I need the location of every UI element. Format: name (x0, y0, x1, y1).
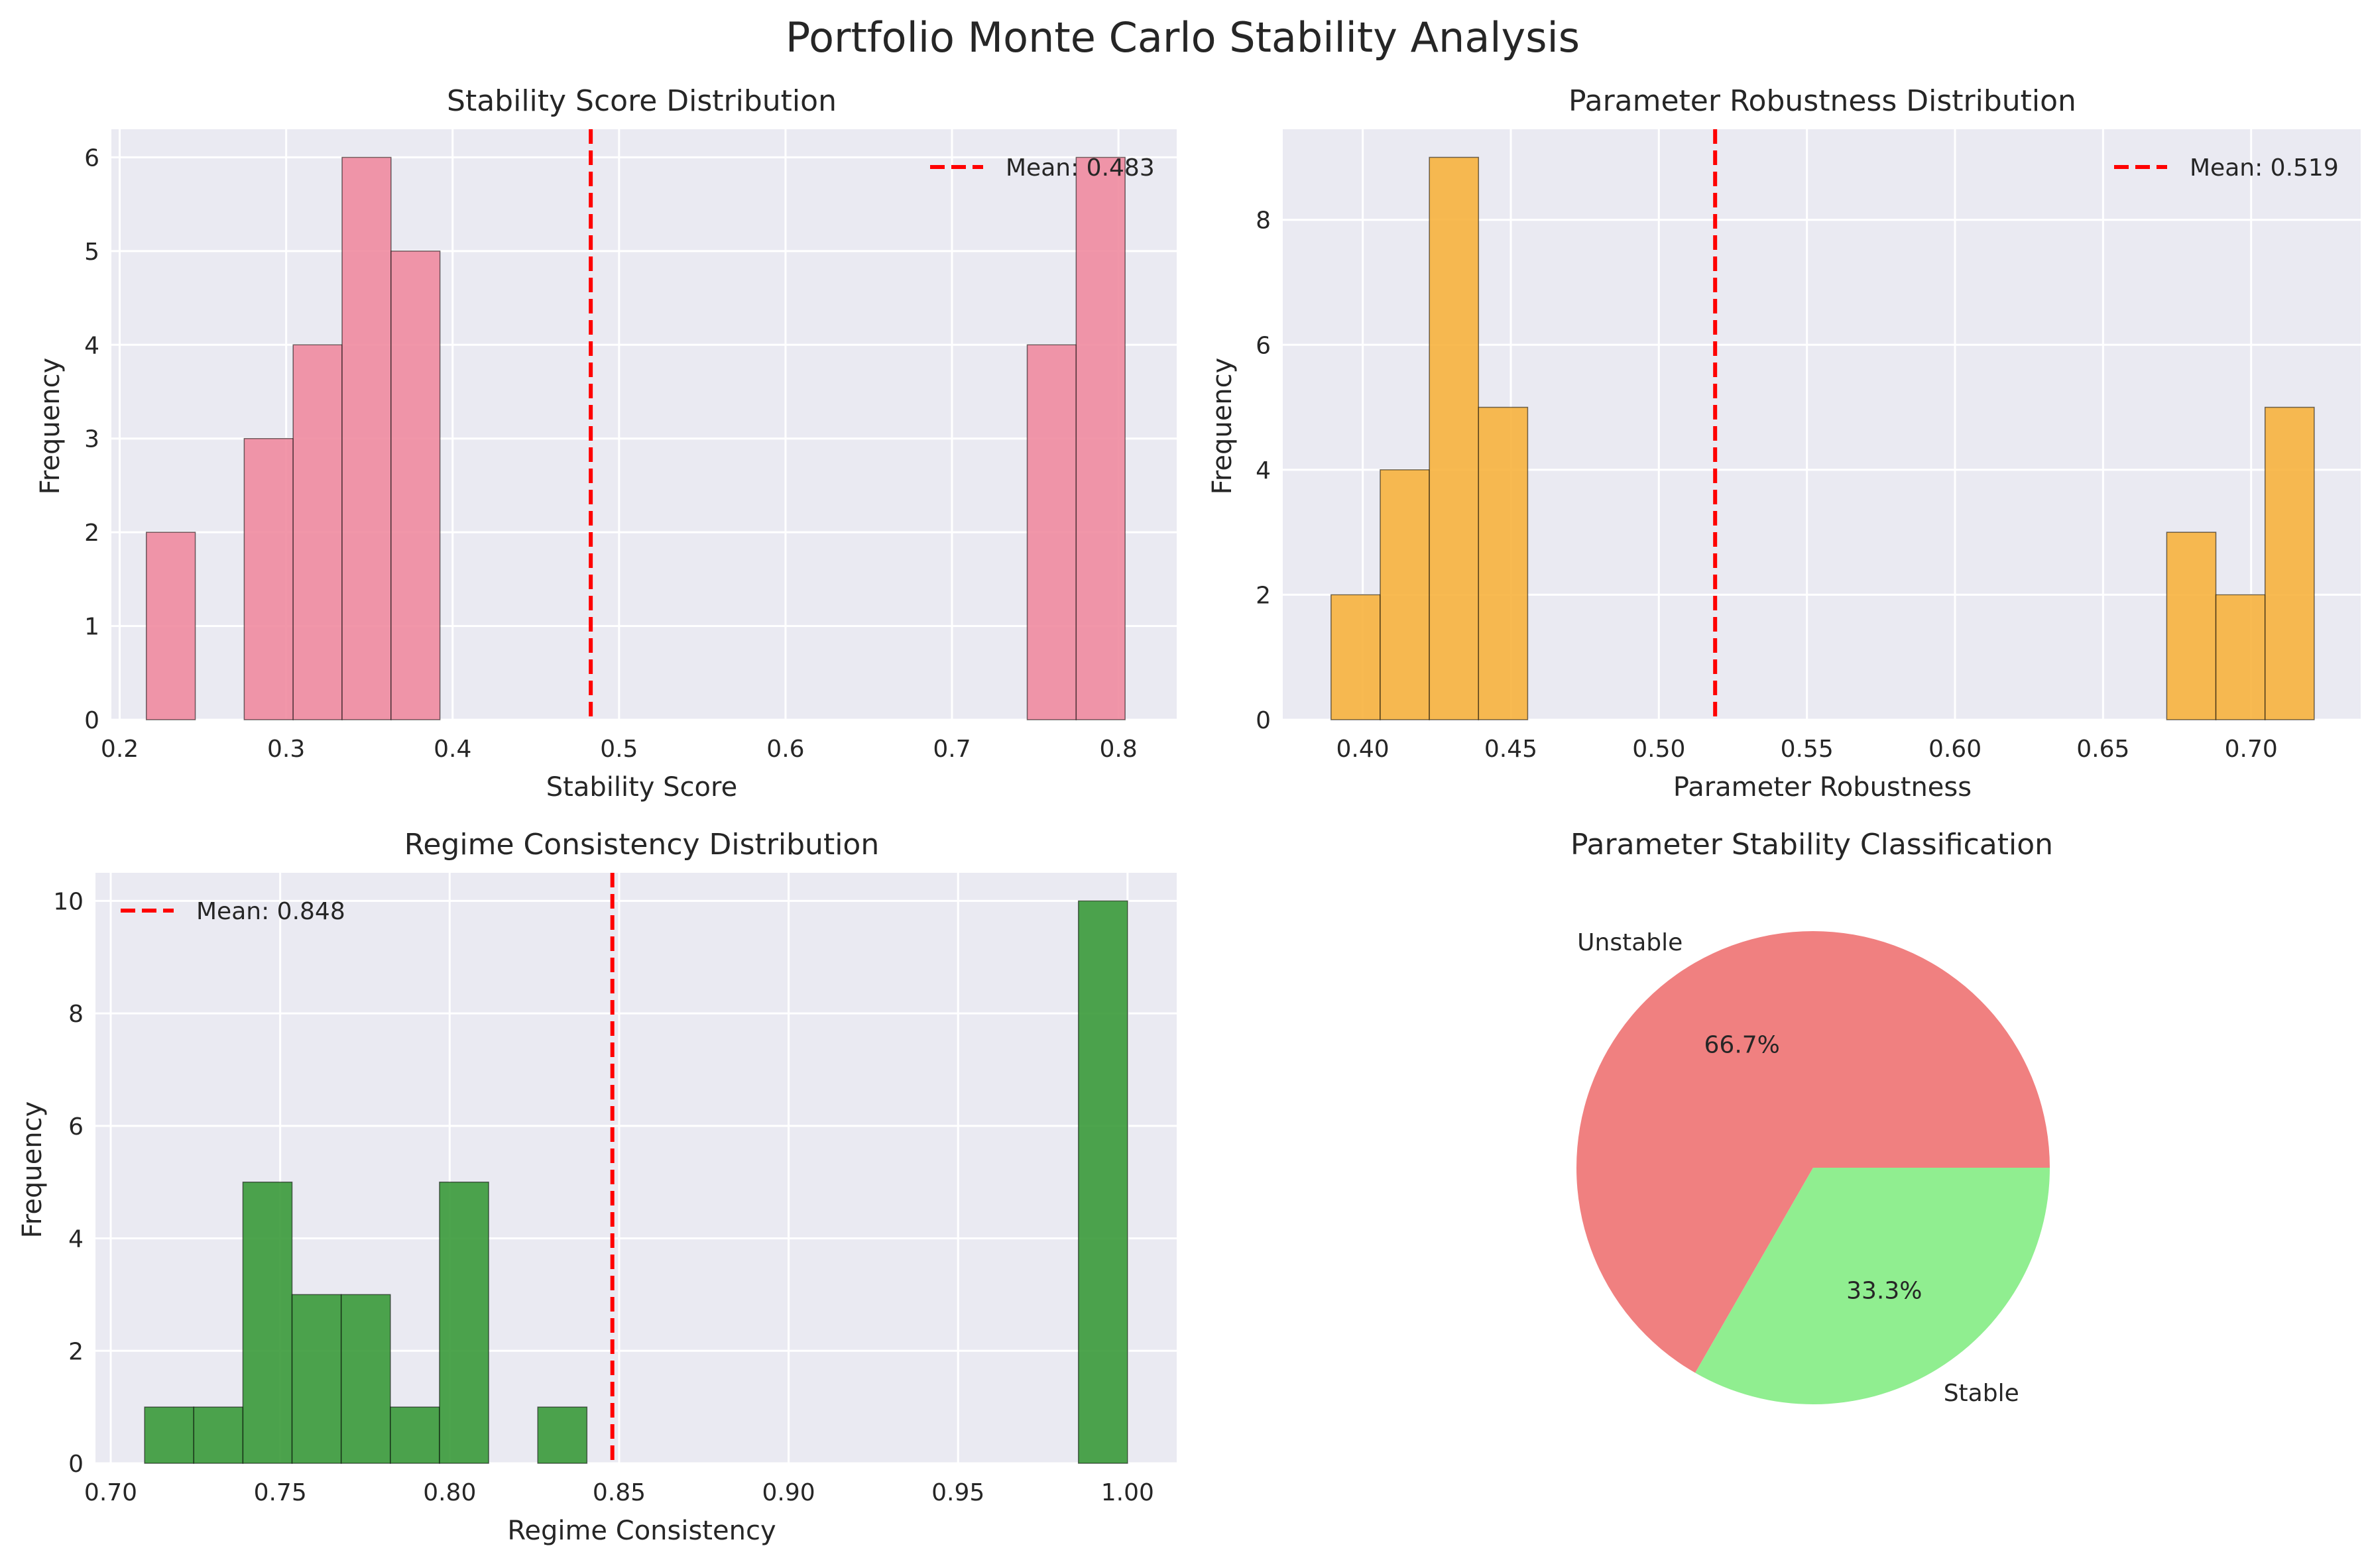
histogram-bar (1478, 406, 1529, 720)
pie-percent-label: 33.3% (1846, 1277, 1922, 1304)
histogram-bar (1075, 156, 1126, 720)
x-axis-label: Parameter Robustness (1673, 772, 1972, 803)
y-tick-label: 1 (84, 614, 99, 641)
legend-label: Mean: 0.848 (196, 898, 345, 925)
y-tick-label: 4 (84, 332, 99, 359)
histogram-bar (291, 1294, 342, 1464)
histogram-bar (144, 1406, 195, 1464)
histogram-bar (1331, 594, 1381, 720)
histogram-bar (1380, 469, 1430, 720)
histogram-bar (242, 1181, 293, 1464)
pie-percent-label: 66.7% (1704, 1032, 1780, 1059)
panel-title: Parameter Robustness Distribution (1568, 84, 2076, 118)
x-tick-label: 0.5 (600, 736, 638, 763)
histogram-bar (340, 1294, 391, 1464)
histogram-bar (537, 1406, 588, 1464)
x-tick-label: 0.70 (84, 1479, 137, 1506)
parameter-robustness-histogram: Parameter Robustness Distribution Parame… (1207, 84, 2361, 803)
plot-area: Unstable 66.7% Stable 33.3% (1576, 929, 2050, 1407)
legend-label: Mean: 0.519 (2190, 154, 2339, 182)
x-tick-label: 0.90 (762, 1479, 815, 1506)
y-tick-label: 4 (68, 1226, 84, 1253)
x-tick-label: 0.70 (2225, 736, 2278, 763)
stability-classification-pie: Parameter Stability Classification Unsta… (1570, 828, 2053, 1407)
histogram-bar (439, 1181, 489, 1464)
y-axis-label: Frequency (1207, 358, 1238, 495)
histogram-bar (1026, 344, 1077, 720)
plot-area: 0.70 0.75 0.80 0.85 0.90 0.95 1.00 0 2 4 6 8 10 Mean:… (53, 873, 1177, 1506)
y-axis-label: Frequency (17, 1101, 48, 1239)
x-axis-label: Stability Score (546, 772, 737, 803)
histogram-bar (390, 1406, 440, 1464)
y-tick-label: 6 (68, 1113, 84, 1141)
x-tick-label: 0.45 (1484, 736, 1537, 763)
stability-score-histogram: Stability Score Distribution Stability S… (35, 84, 1177, 803)
plot-area: 0.2 0.3 0.4 0.5 0.6 0.7 0.8 0 1 2 3 4 5 6 Mean: 0.483 (84, 129, 1177, 763)
histogram-bar (2215, 594, 2266, 720)
y-tick-label: 3 (84, 426, 99, 453)
y-tick-label: 0 (68, 1451, 84, 1478)
histogram-bar (1077, 900, 1128, 1464)
legend-label: Mean: 0.483 (1006, 154, 1155, 182)
y-tick-label: 0 (1256, 707, 1271, 734)
x-tick-label: 0.85 (593, 1479, 646, 1506)
y-tick-label: 5 (84, 239, 99, 266)
x-tick-label: 0.80 (423, 1479, 476, 1506)
x-tick-label: 0.60 (1928, 736, 1982, 763)
histogram-bar (341, 156, 392, 720)
x-tick-label: 0.4 (434, 736, 471, 763)
panel-title: Parameter Stability Classification (1570, 828, 2053, 862)
regime-consistency-histogram: Regime Consistency Distribution Regime C… (17, 828, 1177, 1546)
panel-title: Stability Score Distribution (447, 84, 837, 118)
x-axis-label: Regime Consistency (507, 1516, 776, 1546)
y-tick-label: 2 (84, 520, 99, 547)
panel-title: Regime Consistency Distribution (404, 828, 879, 862)
x-tick-label: 0.40 (1336, 736, 1390, 763)
x-tick-label: 0.55 (1781, 736, 1834, 763)
x-tick-label: 0.95 (931, 1479, 984, 1506)
histogram-bar (2264, 406, 2315, 720)
pie-slice-label: Stable (1944, 1380, 2019, 1407)
y-tick-label: 0 (84, 707, 99, 734)
histogram-bar (390, 251, 441, 720)
x-tick-label: 0.75 (254, 1479, 307, 1506)
pie-slice (1576, 931, 2050, 1373)
x-tick-label: 0.6 (766, 736, 804, 763)
pie-slice-label: Unstable (1577, 929, 1683, 956)
x-tick-label: 0.50 (1632, 736, 1685, 763)
y-tick-label: 6 (1256, 332, 1271, 359)
y-axis-label: Frequency (35, 358, 66, 495)
x-tick-label: 0.2 (101, 736, 139, 763)
y-tick-label: 6 (84, 144, 99, 172)
histogram-bar (1429, 156, 1480, 720)
y-tick-label: 8 (1256, 207, 1271, 235)
histogram-bar (292, 344, 343, 720)
x-tick-label: 1.00 (1101, 1479, 1154, 1506)
plot-area: 0.40 0.45 0.50 0.55 0.60 0.65 0.70 0 2 4 6 8 Mean: 0… (1256, 129, 2361, 763)
histogram-bar (243, 437, 294, 720)
histogram-bar (145, 532, 196, 720)
x-tick-label: 0.8 (1099, 736, 1137, 763)
histogram-bar (193, 1406, 244, 1464)
y-tick-label: 10 (53, 888, 84, 915)
y-tick-label: 4 (1256, 457, 1271, 484)
histogram-bar (2166, 532, 2217, 720)
pie-slice (1695, 1168, 2050, 1404)
x-tick-label: 0.7 (933, 736, 971, 763)
y-tick-label: 2 (1256, 582, 1271, 609)
x-tick-label: 0.65 (2076, 736, 2129, 763)
figure-title: Portfolio Monte Carlo Stability Analysis (786, 13, 1580, 62)
y-tick-label: 2 (68, 1338, 84, 1365)
x-tick-label: 0.3 (267, 736, 305, 763)
y-tick-label: 8 (68, 1001, 84, 1028)
